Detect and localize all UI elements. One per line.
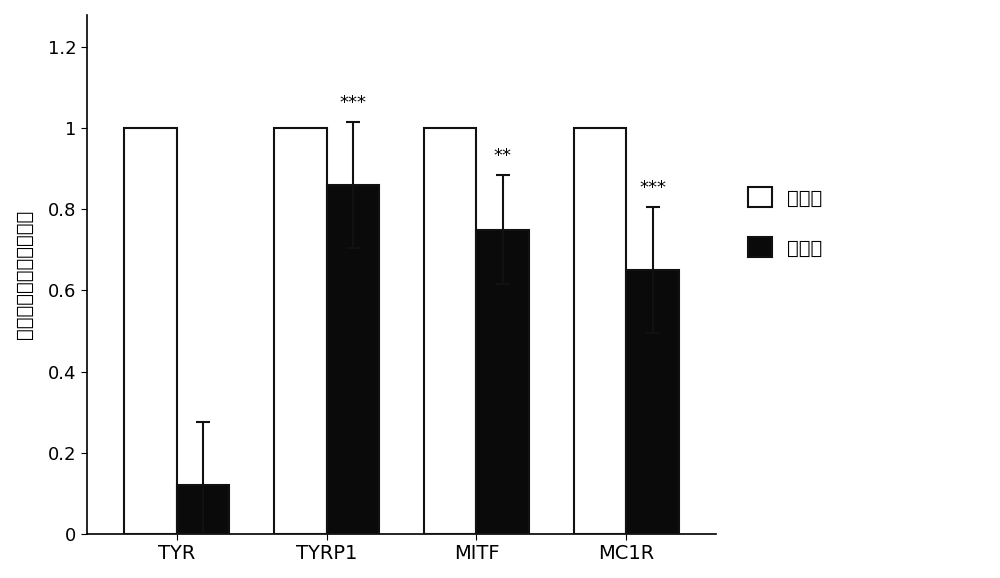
Bar (327, 185, 379, 533)
Bar (177, 485, 229, 533)
Text: ***: *** (639, 179, 666, 197)
Bar (274, 128, 327, 533)
Bar (574, 128, 626, 533)
Y-axis label: 相对表现量比值（倍数）: 相对表现量比值（倍数） (15, 210, 34, 339)
Bar (124, 128, 177, 533)
Legend: 控制组, 实验组: 控制组, 实验组 (739, 177, 832, 267)
Text: ***: *** (339, 94, 366, 112)
Bar (476, 229, 529, 533)
Bar (626, 271, 679, 533)
Text: **: ** (494, 147, 512, 165)
Bar (424, 128, 476, 533)
